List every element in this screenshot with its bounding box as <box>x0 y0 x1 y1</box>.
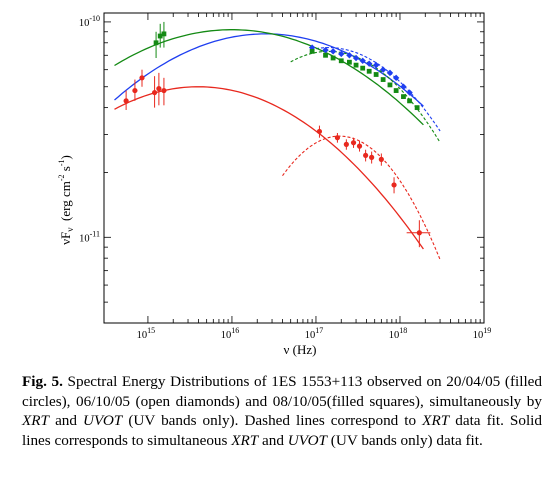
data-point-circle <box>350 140 357 146</box>
x-tick-label: 1015 <box>137 326 156 341</box>
data-point-square <box>338 58 344 64</box>
uvot-xrt-fit-line <box>114 86 424 250</box>
y-axis-label: νFν (erg cm-2 s-1) <box>57 155 76 245</box>
data-point-square <box>346 59 352 65</box>
data-point-circle <box>139 75 145 81</box>
x-tick-label: 1018 <box>389 326 408 341</box>
y-axis-symbol: νF <box>58 232 73 245</box>
y-axis-unit-s: s <box>58 166 73 174</box>
data-point-diamond <box>346 52 353 59</box>
data-point-circle <box>334 135 341 141</box>
x-tick-label: 1016 <box>221 326 240 341</box>
y-axis-unit-close: ) <box>58 155 73 159</box>
data-point-diamond <box>406 89 413 96</box>
data-point-square <box>401 94 406 100</box>
y-axis-unit: (erg cm <box>58 181 73 221</box>
plot-frame <box>103 12 485 324</box>
data-point-square <box>407 98 412 104</box>
data-point-square <box>366 68 372 74</box>
data-point-diamond <box>359 57 366 64</box>
data-point-diamond <box>372 61 380 69</box>
caption-text: (UV bands only). Dashed lines correspond… <box>122 412 423 430</box>
uvot-xrt-fit-line <box>114 33 424 107</box>
caption-italic-term: UVOT <box>287 431 327 449</box>
y-tick-label: 10-10 <box>79 14 100 29</box>
caption-text: and <box>49 412 84 430</box>
caption-italic-term: XRT <box>422 412 450 430</box>
caption-label: Fig. 5. <box>22 373 63 390</box>
figure-caption: Fig. 5. Spectral Energy Distributions of… <box>22 372 542 450</box>
data-point-square <box>153 40 159 46</box>
data-points <box>123 21 431 248</box>
data-point-circle <box>123 98 129 104</box>
data-point-circle <box>151 89 158 96</box>
data-point-circle <box>391 182 397 188</box>
svg-text:νFν (erg cm-2 s-1): νFν (erg cm-2 s-1) <box>57 155 76 245</box>
data-point-square <box>414 105 420 111</box>
y-axis-unit-exp-cm: -2 <box>57 174 66 181</box>
data-point-square <box>387 82 393 88</box>
data-point-circle <box>316 128 323 135</box>
data-point-square <box>157 33 163 39</box>
caption-italic-term: XRT <box>22 412 50 430</box>
caption-body: Spectral Energy Distributions of 1ES 155… <box>22 373 542 449</box>
caption-text: (UV bands only) data fit. <box>327 431 483 449</box>
data-point-circle <box>363 152 369 159</box>
y-axis-subscript: ν <box>66 227 76 232</box>
caption-text: and <box>258 431 288 449</box>
caption-italic-term: XRT <box>231 431 259 449</box>
x-axis-label: ν (Hz) <box>284 342 317 357</box>
data-point-square <box>360 65 366 71</box>
caption-italic-term: UVOT <box>83 412 123 430</box>
uvot-xrt-fit-line <box>114 29 424 126</box>
data-point-diamond <box>338 50 345 58</box>
data-point-circle <box>356 143 363 149</box>
data-point-circle <box>343 141 349 147</box>
caption-text: Spectral Energy Distributions of 1ES 155… <box>22 373 542 410</box>
data-point-diamond <box>365 60 373 67</box>
data-point-diamond <box>386 69 394 77</box>
data-point-circle <box>416 230 422 236</box>
data-point-square <box>380 77 386 82</box>
data-point-square <box>323 52 328 58</box>
data-point-diamond <box>392 74 400 82</box>
data-point-diamond <box>329 48 337 55</box>
fit-curves <box>114 29 441 260</box>
data-point-square <box>353 62 359 68</box>
data-point-diamond <box>352 54 360 62</box>
data-point-circle <box>132 87 138 94</box>
y-axis-unit-exp-s: -1 <box>57 159 66 166</box>
data-point-square <box>373 72 379 77</box>
caption-text: data fit. Solid lines corresponds to sim… <box>22 412 542 449</box>
x-tick-label: 1017 <box>305 326 324 341</box>
data-point-circle <box>161 87 167 94</box>
data-point-circle <box>156 86 162 92</box>
data-point-circle <box>378 156 384 162</box>
data-point-square <box>393 88 399 93</box>
sed-chart: 1015 1016 1017 1018 1019 10-11 10-10 ν (Hz) νF… <box>57 12 491 357</box>
axis-ticks: 1015 1016 1017 1018 1019 10-11 10-10 <box>79 13 491 341</box>
data-point-diamond <box>400 83 407 90</box>
data-point-square <box>161 31 167 37</box>
data-point-square <box>330 55 336 61</box>
data-point-diamond <box>322 46 329 54</box>
plot-border <box>103 12 485 324</box>
y-tick-label: 10-11 <box>79 229 100 244</box>
x-tick-label: 1019 <box>473 326 492 341</box>
data-point-square <box>309 48 315 54</box>
xrt-fit-line <box>282 135 441 260</box>
data-point-diamond <box>379 66 387 73</box>
data-point-circle <box>369 154 375 160</box>
